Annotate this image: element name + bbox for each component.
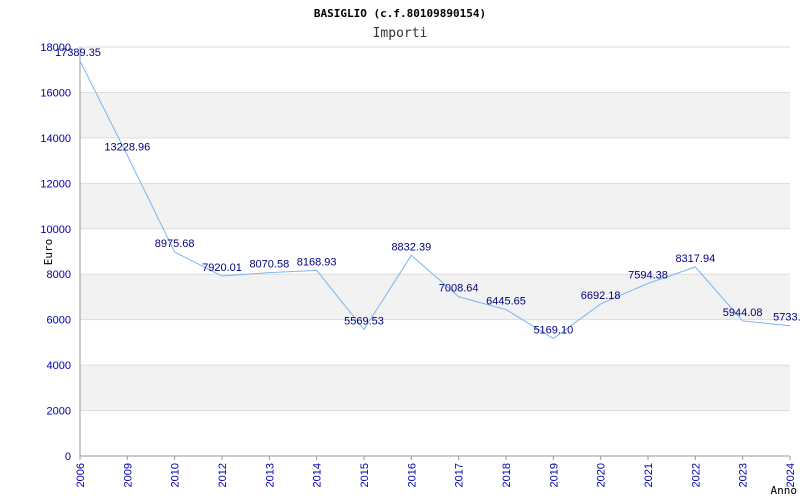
x-tick-label: 2024 xyxy=(785,463,797,487)
x-tick-label: 2017 xyxy=(454,463,466,487)
y-tick-label: 14000 xyxy=(40,133,71,145)
data-label: 7920.01 xyxy=(202,262,242,274)
data-label: 7008.64 xyxy=(439,283,479,295)
data-label: 7594.38 xyxy=(628,269,668,281)
data-label: 8832.39 xyxy=(391,241,431,253)
x-tick-label: 2015 xyxy=(359,463,371,487)
grid-band xyxy=(80,183,790,229)
y-tick-label: 4000 xyxy=(47,360,71,372)
x-tick-label: 2012 xyxy=(217,463,229,487)
y-tick-label: 6000 xyxy=(47,315,71,327)
y-tick-label: 18000 xyxy=(40,42,71,54)
grid-band xyxy=(80,365,790,411)
x-tick-label: 2006 xyxy=(75,463,87,487)
data-label: 8317.94 xyxy=(675,253,715,265)
x-tick-label: 2023 xyxy=(738,463,750,487)
x-tick-label: 2009 xyxy=(122,463,134,487)
x-tick-label: 2013 xyxy=(264,463,276,487)
x-tick-labels: 2006 2009 2010 2012 2013 2014 2015 2016 2017 2018… xyxy=(75,456,797,487)
data-label: 8070.58 xyxy=(249,259,289,271)
x-axis-label: Anno xyxy=(771,484,798,497)
x-tick-label: 2020 xyxy=(596,463,608,487)
chart-title: BASIGLIO (c.f.80109890154) xyxy=(314,7,486,20)
y-axis-label: Euro xyxy=(42,239,55,266)
grid-bands xyxy=(80,92,790,411)
x-tick-label: 2021 xyxy=(643,463,655,487)
data-label: 5169.10 xyxy=(533,325,573,337)
y-tick-label: 8000 xyxy=(47,269,71,281)
y-tick-label: 2000 xyxy=(47,406,71,418)
data-label: 8168.93 xyxy=(297,256,337,268)
grid-band xyxy=(80,274,790,320)
y-tick-label: 12000 xyxy=(40,178,71,190)
data-label: 5569.53 xyxy=(344,315,384,327)
data-label: 6445.65 xyxy=(486,296,526,308)
grid-band xyxy=(80,92,790,138)
data-labels: 17389.35 13228.96 8975.68 7920.01 8070.58 816… xyxy=(55,47,800,337)
x-tick-label: 2018 xyxy=(501,463,513,487)
grid-lines xyxy=(80,46,790,457)
y-tick-label: 10000 xyxy=(40,224,71,236)
data-label: 5733.2 xyxy=(773,312,800,324)
data-label: 8975.68 xyxy=(155,238,195,250)
x-tick-label: 2022 xyxy=(690,463,702,487)
chart-subtitle: Importi xyxy=(373,26,428,41)
y-tick-label: 0 xyxy=(65,451,71,463)
series-line xyxy=(79,60,791,340)
x-tick-label: 2019 xyxy=(548,463,560,487)
y-tick-labels: 0 2000 4000 6000 8000 10000 12000 14000 16000 180… xyxy=(40,42,71,463)
x-tick-label: 2010 xyxy=(170,463,182,487)
data-label: 17389.35 xyxy=(55,47,101,59)
data-label: 13228.96 xyxy=(104,141,150,153)
x-tick-label: 2016 xyxy=(406,463,418,487)
data-label: 5944.08 xyxy=(723,307,763,319)
y-tick-label: 16000 xyxy=(40,87,71,99)
x-tick-label: 2014 xyxy=(312,463,324,487)
data-label: 6692.18 xyxy=(581,290,621,302)
